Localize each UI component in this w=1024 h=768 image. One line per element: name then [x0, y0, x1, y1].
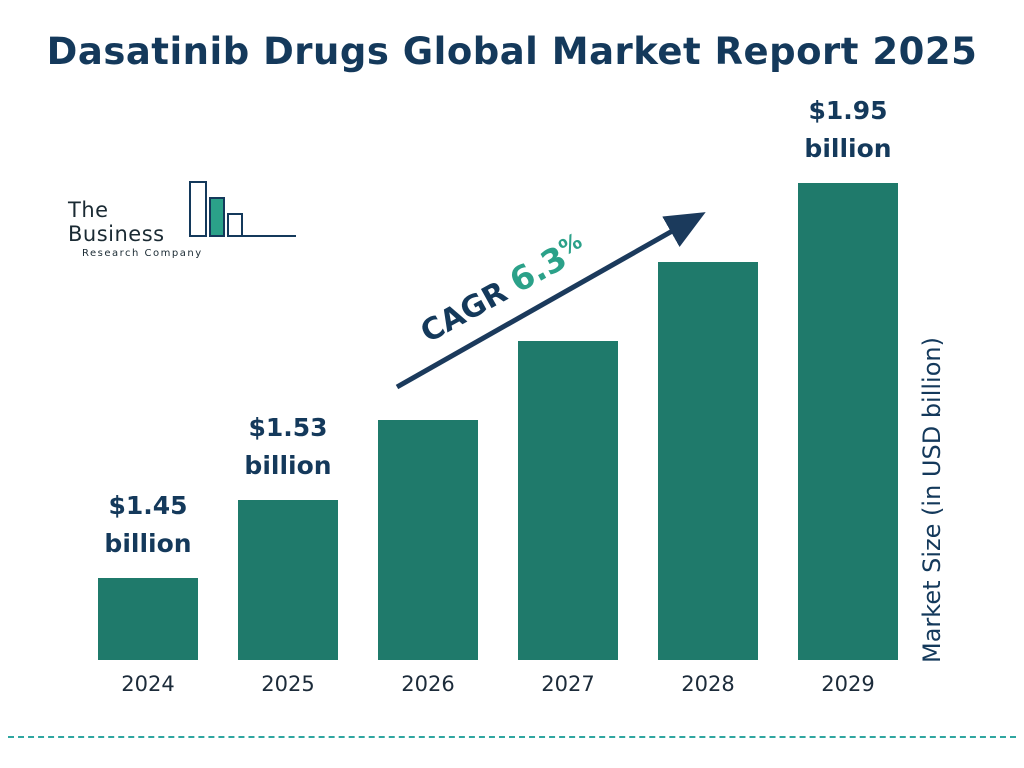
bar-2027 — [518, 341, 618, 660]
bar-column-2029: $1.95 billion 2029 — [798, 96, 898, 696]
bar-column-2026: 2026 — [378, 420, 478, 696]
x-axis-tick-2024: 2024 — [121, 672, 175, 696]
x-axis-tick-2028: 2028 — [681, 672, 735, 696]
logo-text-line2: Research Company — [82, 248, 203, 259]
x-axis-tick-2027: 2027 — [541, 672, 595, 696]
bar-column-2025: $1.53 billion 2025 — [238, 413, 338, 696]
logo-text-line1: The Business — [68, 198, 165, 246]
bar-2028 — [658, 262, 758, 660]
page-title: Dasatinib Drugs Global Market Report 202… — [46, 30, 978, 73]
x-axis-tick-2026: 2026 — [401, 672, 455, 696]
company-logo: The Business Research Company — [68, 180, 298, 259]
bar-2026 — [378, 420, 478, 660]
bar-column-2024: $1.45 billion 2024 — [98, 491, 198, 696]
bar-value-line: billion — [804, 134, 892, 164]
bar-2025 — [238, 500, 338, 660]
x-axis-tick-2025: 2025 — [261, 672, 315, 696]
bottom-dashed-divider — [8, 736, 1016, 738]
bar-column-2027: 2027 — [518, 341, 618, 696]
bar-value-label-2025: $1.53 billion — [213, 409, 363, 487]
cagr-trend-arrow — [385, 195, 725, 409]
bar-value-label-2029: $1.95 billion — [773, 92, 923, 170]
bar-value-line: billion — [104, 529, 192, 559]
bar-2029 — [798, 183, 898, 660]
bar-value-line: $1.45 — [108, 490, 188, 520]
bar-value-line: $1.95 — [808, 95, 888, 125]
bar-2024 — [98, 578, 198, 660]
bar-value-label-2024: $1.45 billion — [73, 487, 223, 565]
bar-value-line: $1.53 — [248, 412, 328, 442]
bar-value-line: billion — [244, 451, 332, 481]
y-axis-label: Market Size (in USD billion) — [918, 337, 946, 663]
logo-bar-chart-icon — [188, 180, 298, 246]
x-axis-tick-2029: 2029 — [821, 672, 875, 696]
bar-column-2028: 2028 — [658, 262, 758, 696]
